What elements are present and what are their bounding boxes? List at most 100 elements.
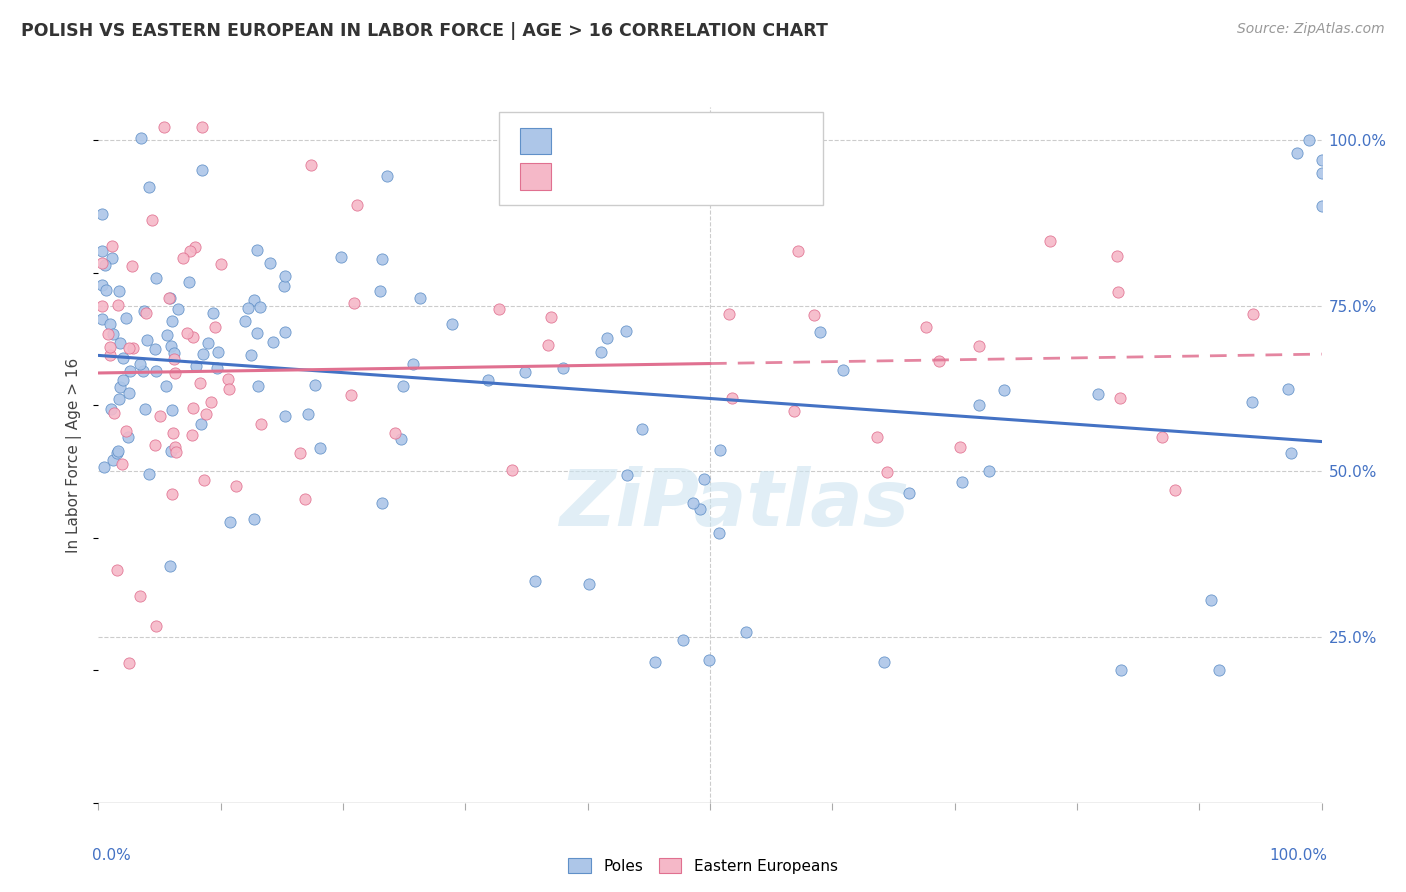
Point — [1310, 153, 1333, 167]
Point — [96, 326, 118, 341]
Point — [299, 158, 322, 172]
Point — [240, 349, 263, 363]
Point — [107, 284, 129, 298]
Text: POLISH VS EASTERN EUROPEAN IN LABOR FORCE | AGE > 16 CORRELATION CHART: POLISH VS EASTERN EUROPEAN IN LABOR FORC… — [21, 22, 828, 40]
Point — [138, 467, 160, 481]
Point — [1152, 430, 1174, 444]
Point — [122, 341, 145, 355]
Point — [115, 424, 138, 438]
Point — [616, 468, 638, 483]
Point — [914, 319, 936, 334]
Point — [149, 409, 172, 423]
Point — [156, 327, 179, 342]
Point — [162, 351, 184, 366]
Point — [274, 409, 297, 424]
Text: R =: R = — [562, 132, 599, 150]
Point — [100, 317, 122, 331]
Point — [98, 349, 121, 363]
Point — [979, 464, 1001, 478]
Point — [94, 258, 117, 272]
Point — [197, 336, 219, 351]
Point — [783, 404, 806, 418]
Point — [179, 244, 201, 258]
Point — [233, 314, 256, 328]
Point — [1087, 386, 1109, 401]
Text: N = 122: N = 122 — [682, 132, 756, 150]
Point — [103, 407, 125, 421]
Point — [107, 392, 129, 406]
Point — [157, 291, 180, 305]
Point — [159, 558, 181, 573]
Point — [551, 361, 574, 376]
Point — [129, 131, 152, 145]
Point — [105, 446, 128, 460]
Y-axis label: In Labor Force | Age > 16: In Labor Force | Age > 16 — [66, 358, 83, 552]
Point — [180, 427, 202, 442]
Point — [181, 330, 204, 344]
Point — [193, 473, 215, 487]
Point — [866, 430, 889, 444]
Point — [1310, 166, 1333, 180]
Point — [709, 442, 731, 457]
Point — [165, 440, 187, 454]
Point — [165, 445, 187, 459]
Point — [304, 377, 326, 392]
Point — [135, 306, 157, 320]
Text: 0.221: 0.221 — [616, 168, 668, 186]
Point — [249, 300, 271, 314]
Point — [1240, 394, 1263, 409]
Point — [389, 432, 412, 446]
Point — [207, 344, 229, 359]
Point — [160, 443, 183, 458]
Point — [1199, 592, 1222, 607]
Point — [112, 351, 135, 365]
Point — [134, 402, 156, 417]
Point — [682, 496, 704, 510]
Point — [155, 379, 177, 393]
Point — [118, 656, 141, 670]
Point — [160, 314, 183, 328]
Point — [101, 239, 124, 253]
Point — [523, 574, 546, 588]
Point — [993, 383, 1015, 397]
Point — [188, 376, 211, 391]
Text: N =  76: N = 76 — [682, 168, 749, 186]
Point — [200, 394, 222, 409]
Point — [1298, 133, 1320, 147]
Point — [689, 501, 711, 516]
Point — [132, 303, 155, 318]
Point — [204, 319, 226, 334]
Point — [488, 302, 510, 317]
Point — [143, 437, 166, 451]
Point — [105, 563, 128, 577]
Point — [160, 487, 183, 501]
Point — [950, 475, 973, 489]
Point — [207, 361, 229, 376]
Point — [1109, 663, 1132, 677]
Point — [246, 243, 269, 257]
Point — [346, 198, 368, 212]
Point — [165, 366, 187, 380]
Point — [692, 472, 714, 486]
Point — [967, 339, 990, 353]
Point — [540, 310, 562, 324]
Point — [477, 373, 499, 387]
Point — [145, 271, 167, 285]
Point — [1039, 234, 1062, 248]
Point — [219, 515, 242, 529]
Point — [159, 291, 181, 305]
Point — [236, 301, 259, 316]
Point — [246, 326, 269, 340]
Legend: Poles, Eastern Europeans: Poles, Eastern Europeans — [562, 852, 844, 880]
Point — [162, 346, 184, 360]
Point — [145, 343, 167, 357]
Point — [111, 457, 134, 471]
Point — [1208, 663, 1230, 677]
Text: 100.0%: 100.0% — [1270, 848, 1327, 863]
Point — [91, 244, 114, 258]
Point — [209, 257, 232, 271]
Point — [131, 364, 153, 378]
Point — [343, 296, 366, 310]
Point — [259, 256, 281, 270]
Point — [160, 339, 183, 353]
